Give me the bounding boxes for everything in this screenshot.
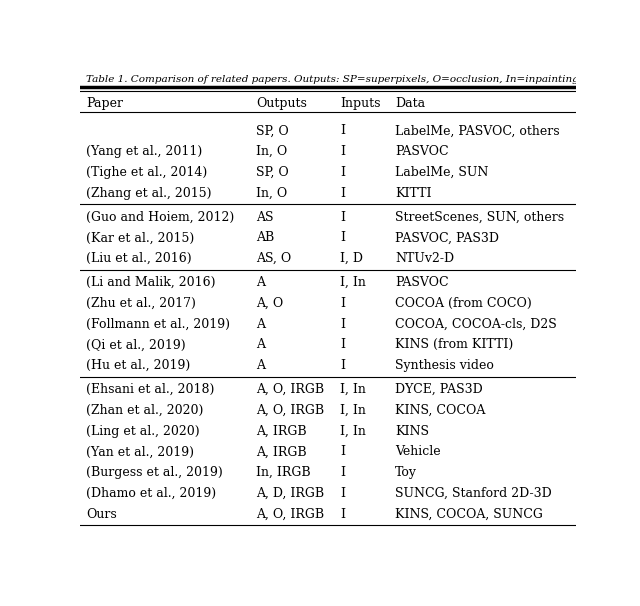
Text: I: I bbox=[340, 318, 346, 331]
Text: AS: AS bbox=[256, 210, 273, 224]
Text: KINS, COCOA: KINS, COCOA bbox=[395, 404, 485, 417]
Text: Data: Data bbox=[395, 98, 425, 110]
Text: I: I bbox=[340, 487, 346, 500]
Text: A, O, IRGB: A, O, IRGB bbox=[256, 508, 324, 521]
Text: I: I bbox=[340, 466, 346, 479]
Text: A, O, IRGB: A, O, IRGB bbox=[256, 383, 324, 396]
Text: I: I bbox=[340, 508, 346, 521]
Text: (Li and Malik, 2016): (Li and Malik, 2016) bbox=[86, 276, 216, 289]
Text: In, O: In, O bbox=[256, 187, 287, 200]
Text: I, In: I, In bbox=[340, 383, 366, 396]
Text: A, O, IRGB: A, O, IRGB bbox=[256, 404, 324, 417]
Text: A, D, IRGB: A, D, IRGB bbox=[256, 487, 324, 500]
Text: I, D: I, D bbox=[340, 252, 364, 265]
Text: A, IRGB: A, IRGB bbox=[256, 445, 307, 458]
Text: AS, O: AS, O bbox=[256, 252, 291, 265]
Text: Ours: Ours bbox=[86, 508, 116, 521]
Text: (Guo and Hoiem, 2012): (Guo and Hoiem, 2012) bbox=[86, 210, 234, 224]
Text: PASVOC, PAS3D: PASVOC, PAS3D bbox=[395, 231, 499, 244]
Text: A: A bbox=[256, 276, 265, 289]
Text: Outputs: Outputs bbox=[256, 98, 307, 110]
Text: A: A bbox=[256, 318, 265, 331]
Text: StreetScenes, SUN, others: StreetScenes, SUN, others bbox=[395, 210, 564, 224]
Text: SP, O: SP, O bbox=[256, 166, 289, 179]
Text: I: I bbox=[340, 359, 346, 372]
Text: (Yang et al., 2011): (Yang et al., 2011) bbox=[86, 145, 202, 158]
Text: (Kar et al., 2015): (Kar et al., 2015) bbox=[86, 231, 194, 244]
Text: Synthesis video: Synthesis video bbox=[395, 359, 494, 372]
Text: I: I bbox=[340, 297, 346, 310]
Text: I: I bbox=[340, 187, 346, 200]
Text: Toy: Toy bbox=[395, 466, 417, 479]
Text: (Hu et al., 2019): (Hu et al., 2019) bbox=[86, 359, 190, 372]
Text: COCOA, COCOA-cls, D2S: COCOA, COCOA-cls, D2S bbox=[395, 318, 557, 331]
Text: AB: AB bbox=[256, 231, 275, 244]
Text: NTUv2-D: NTUv2-D bbox=[395, 252, 454, 265]
Text: A: A bbox=[256, 359, 265, 372]
Text: I: I bbox=[340, 166, 346, 179]
Text: Vehicle: Vehicle bbox=[395, 445, 440, 458]
Text: PASVOC: PASVOC bbox=[395, 276, 449, 289]
Text: (Zhu et al., 2017): (Zhu et al., 2017) bbox=[86, 297, 196, 310]
Text: LabelMe, PASVOC, others: LabelMe, PASVOC, others bbox=[395, 124, 559, 138]
Text: I: I bbox=[340, 210, 346, 224]
Text: KITTI: KITTI bbox=[395, 187, 431, 200]
Text: A: A bbox=[256, 338, 265, 351]
Text: SP, O: SP, O bbox=[256, 124, 289, 138]
Text: Inputs: Inputs bbox=[340, 98, 381, 110]
Text: SUNCG, Stanford 2D-3D: SUNCG, Stanford 2D-3D bbox=[395, 487, 552, 500]
Text: I, In: I, In bbox=[340, 425, 366, 438]
Text: I, In: I, In bbox=[340, 276, 366, 289]
Text: KINS: KINS bbox=[395, 425, 429, 438]
Text: Table 1. Comparison of related papers. Outputs: SP=superpixels, O=occlusion, In=: Table 1. Comparison of related papers. O… bbox=[86, 75, 640, 84]
Text: (Dhamo et al., 2019): (Dhamo et al., 2019) bbox=[86, 487, 216, 500]
Text: PASVOC: PASVOC bbox=[395, 145, 449, 158]
Text: (Burgess et al., 2019): (Burgess et al., 2019) bbox=[86, 466, 223, 479]
Text: I: I bbox=[340, 445, 346, 458]
Text: KINS, COCOA, SUNCG: KINS, COCOA, SUNCG bbox=[395, 508, 543, 521]
Text: (Ehsani et al., 2018): (Ehsani et al., 2018) bbox=[86, 383, 214, 396]
Text: I: I bbox=[340, 124, 346, 138]
Text: A, IRGB: A, IRGB bbox=[256, 425, 307, 438]
Text: In, IRGB: In, IRGB bbox=[256, 466, 310, 479]
Text: (Yan et al., 2019): (Yan et al., 2019) bbox=[86, 445, 194, 458]
Text: Paper: Paper bbox=[86, 98, 123, 110]
Text: (Tighe et al., 2014): (Tighe et al., 2014) bbox=[86, 166, 207, 179]
Text: In, O: In, O bbox=[256, 145, 287, 158]
Text: I: I bbox=[340, 231, 346, 244]
Text: KINS (from KITTI): KINS (from KITTI) bbox=[395, 338, 513, 351]
Text: LabelMe, SUN: LabelMe, SUN bbox=[395, 166, 488, 179]
Text: (Zhang et al., 2015): (Zhang et al., 2015) bbox=[86, 187, 211, 200]
Text: (Liu et al., 2016): (Liu et al., 2016) bbox=[86, 252, 191, 265]
Text: (Follmann et al., 2019): (Follmann et al., 2019) bbox=[86, 318, 230, 331]
Text: I, In: I, In bbox=[340, 404, 366, 417]
Text: (Ling et al., 2020): (Ling et al., 2020) bbox=[86, 425, 200, 438]
Text: COCOA (from COCO): COCOA (from COCO) bbox=[395, 297, 532, 310]
Text: I: I bbox=[340, 145, 346, 158]
Text: (Zhan et al., 2020): (Zhan et al., 2020) bbox=[86, 404, 204, 417]
Text: I: I bbox=[340, 338, 346, 351]
Text: A, O: A, O bbox=[256, 297, 284, 310]
Text: DYCE, PAS3D: DYCE, PAS3D bbox=[395, 383, 483, 396]
Text: (Qi et al., 2019): (Qi et al., 2019) bbox=[86, 338, 186, 351]
